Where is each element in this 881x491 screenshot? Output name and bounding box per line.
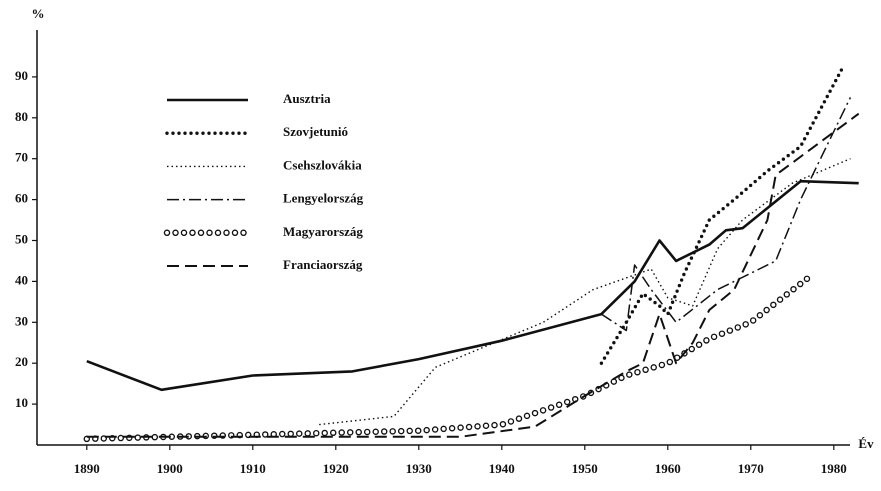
x-axis-label: Év <box>858 436 874 451</box>
x-tick-label: 1960 <box>655 461 681 476</box>
series-line <box>86 179 859 392</box>
legend-label: Csehszlovákia <box>283 157 362 172</box>
series-line <box>83 274 813 443</box>
y-tick-label: 70 <box>15 150 28 165</box>
y-tick-label: 10 <box>15 395 28 410</box>
x-tick-label: 1920 <box>323 461 349 476</box>
y-tick-label: 80 <box>15 109 28 124</box>
series-line <box>599 67 844 365</box>
x-tick-label: 1940 <box>489 461 515 476</box>
y-tick-label: 20 <box>15 354 28 369</box>
y-tick-label: 40 <box>15 272 28 287</box>
x-tick-label: 1900 <box>157 461 183 476</box>
legend-label: Franciaország <box>283 257 363 272</box>
series-line-inner <box>84 275 811 441</box>
legend-label: Magyarország <box>283 224 363 239</box>
y-tick-label: 50 <box>15 231 28 246</box>
x-tick-label: 1930 <box>406 461 432 476</box>
legend-label: Szovjetunió <box>283 124 348 139</box>
y-tick-label: 90 <box>15 68 28 83</box>
y-tick-label: 30 <box>15 313 28 328</box>
legend-label: Lengyelország <box>283 191 364 206</box>
x-tick-label: 1890 <box>74 461 100 476</box>
y-tick-label: 60 <box>15 191 28 206</box>
x-tick-label: 1910 <box>240 461 266 476</box>
series-line <box>600 97 852 332</box>
legend-label: Ausztria <box>283 91 331 106</box>
series-line <box>86 112 860 438</box>
x-tick-label: 1970 <box>738 461 764 476</box>
x-tick-label: 1980 <box>821 461 847 476</box>
y-axis-label: % <box>32 6 45 21</box>
x-tick-label: 1950 <box>572 461 598 476</box>
